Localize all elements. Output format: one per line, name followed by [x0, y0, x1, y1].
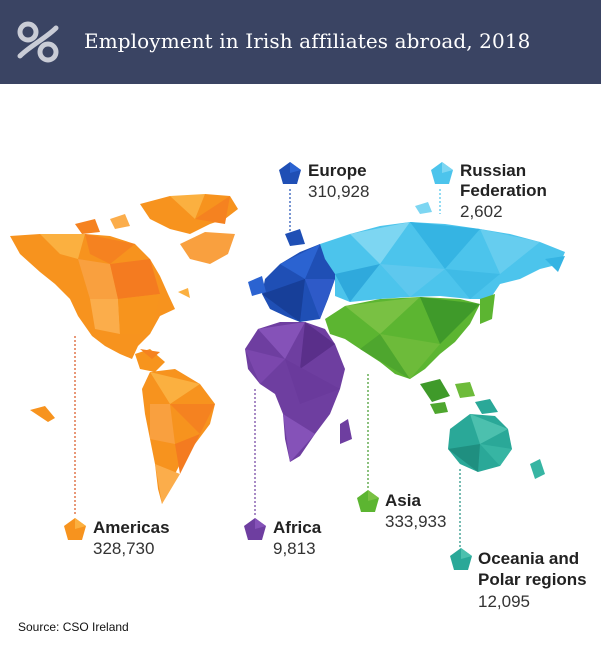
percent-logo-icon — [17, 21, 59, 63]
europe-landmass — [248, 229, 335, 322]
oceania-landmass — [448, 399, 545, 479]
oceania-label-line-2: Polar regions — [478, 570, 587, 589]
africa-landmass — [245, 322, 352, 462]
europe-value: 310,928 — [308, 182, 370, 201]
africa-marker-icon — [244, 518, 266, 540]
page-title: Employment in Irish affiliates abroad, 2… — [84, 29, 531, 53]
russian-federation-marker-icon — [431, 162, 453, 184]
russian-federation-label-line-2: Federation — [460, 181, 547, 200]
russian-federation-value: 2,602 — [460, 202, 503, 221]
asia-landmass — [325, 294, 495, 414]
world-map — [10, 189, 565, 549]
header-bar: Employment in Irish affiliates abroad, 2… — [0, 0, 601, 84]
russian-federation-label-line-1: Russian — [460, 161, 527, 180]
americas-marker-icon — [64, 518, 86, 540]
europe-label: Europe — [308, 161, 367, 180]
americas-label: Americas — [93, 518, 170, 537]
europe-marker-icon — [279, 162, 301, 184]
asia-marker-icon — [357, 490, 379, 512]
oceania-label-line-1: Oceania and — [478, 549, 580, 568]
oceania-marker-icon — [450, 548, 472, 570]
oceania-value: 12,095 — [478, 592, 530, 611]
africa-label: Africa — [273, 518, 322, 537]
asia-value: 333,933 — [385, 512, 447, 531]
asia-label: Asia — [385, 491, 421, 510]
africa-value: 9,813 — [273, 539, 316, 558]
source-note: Source: CSO Ireland — [18, 620, 129, 634]
russian-federation-landmass — [320, 202, 565, 302]
americas-value: 328,730 — [93, 539, 155, 558]
americas-landmass — [10, 194, 238, 504]
